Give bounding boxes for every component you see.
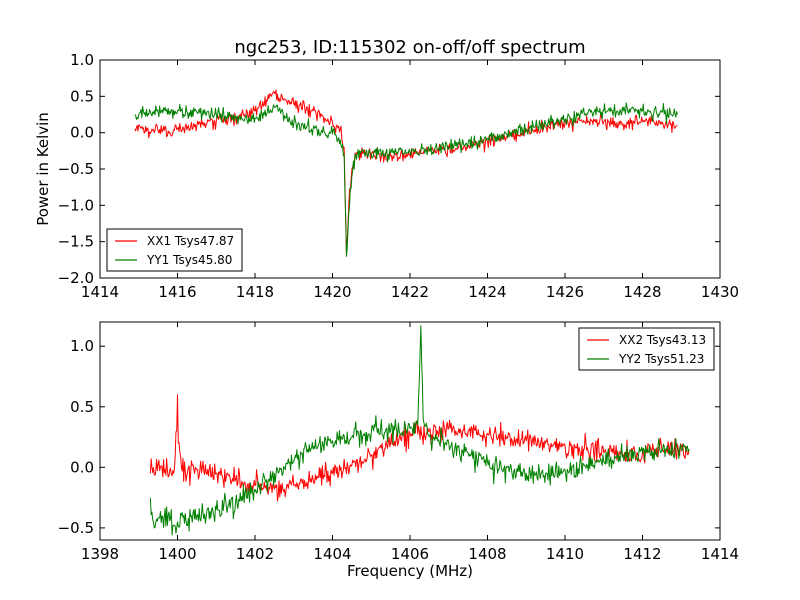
legend-box [106, 228, 243, 272]
bottom-axes: 1398 1400 1402 1404 1406 1408 1410 1412 1414 −0.5… [58, 321, 739, 580]
top-axes: 1414 1416 1418 1420 1422 1424 1426 1428 1430 −2.0… [34, 51, 739, 301]
x-tick-label: 1398 [81, 545, 119, 563]
y-tick-label: −1.5 [58, 233, 94, 251]
series-group [149, 325, 690, 536]
y-tick-label: −1.0 [58, 196, 94, 214]
x-tick-label: 1410 [546, 545, 584, 563]
y-tick-label: −0.5 [58, 160, 94, 178]
y-tick-label: 1.0 [70, 337, 94, 355]
y-tick-label: 0.5 [70, 87, 94, 105]
legend-entry: YY2 Tsys51.23 [618, 352, 704, 366]
y-tick-label: 0.0 [70, 458, 94, 476]
legend-entry: YY1 Tsys45.80 [146, 253, 232, 267]
series-line-2 [134, 102, 678, 257]
x-tick-label: 1414 [81, 283, 119, 301]
series-line-1 [149, 394, 690, 502]
legend: XX2 Tsys43.13 YY2 Tsys51.23 [578, 327, 715, 371]
x-tick-label: 1404 [313, 545, 351, 563]
x-tick-label: 1400 [158, 545, 196, 563]
x-tick-label: 1418 [236, 283, 274, 301]
legend-entry: XX2 Tsys43.13 [619, 333, 706, 347]
x-tick-label: 1426 [546, 283, 584, 301]
y-tick-label: 1.0 [70, 51, 94, 69]
chart-title: ngc253, ID:115302 on-off/off spectrum [234, 37, 585, 58]
x-tick-label: 1416 [158, 283, 196, 301]
legend: XX1 Tsys47.87 YY1 Tsys45.80 [106, 228, 243, 272]
legend-entry: XX1 Tsys47.87 [147, 234, 234, 248]
x-tick-label: 1428 [623, 283, 661, 301]
x-tick-label: 1424 [468, 283, 506, 301]
x-axis-label: Frequency (MHz) [347, 562, 473, 580]
series-group [134, 89, 678, 257]
y-tick-label: 0.0 [70, 124, 94, 142]
x-tick-label: 1422 [391, 283, 429, 301]
legend-box [578, 327, 715, 371]
y-tick-label: 0.5 [70, 398, 94, 416]
y-tick-label: −2.0 [58, 269, 94, 287]
x-tick-label: 1406 [391, 545, 429, 563]
y-tick-label: −0.5 [58, 519, 94, 537]
x-tick-label: 1420 [313, 283, 351, 301]
x-tick-label: 1412 [623, 545, 661, 563]
x-tick-label: 1402 [236, 545, 274, 563]
x-tick-label: 1430 [701, 283, 739, 301]
series-line-2 [149, 325, 690, 536]
x-tick-label: 1408 [468, 545, 506, 563]
x-tick-label: 1414 [701, 545, 739, 563]
y-axis-label: Power in Kelvin [34, 112, 52, 226]
